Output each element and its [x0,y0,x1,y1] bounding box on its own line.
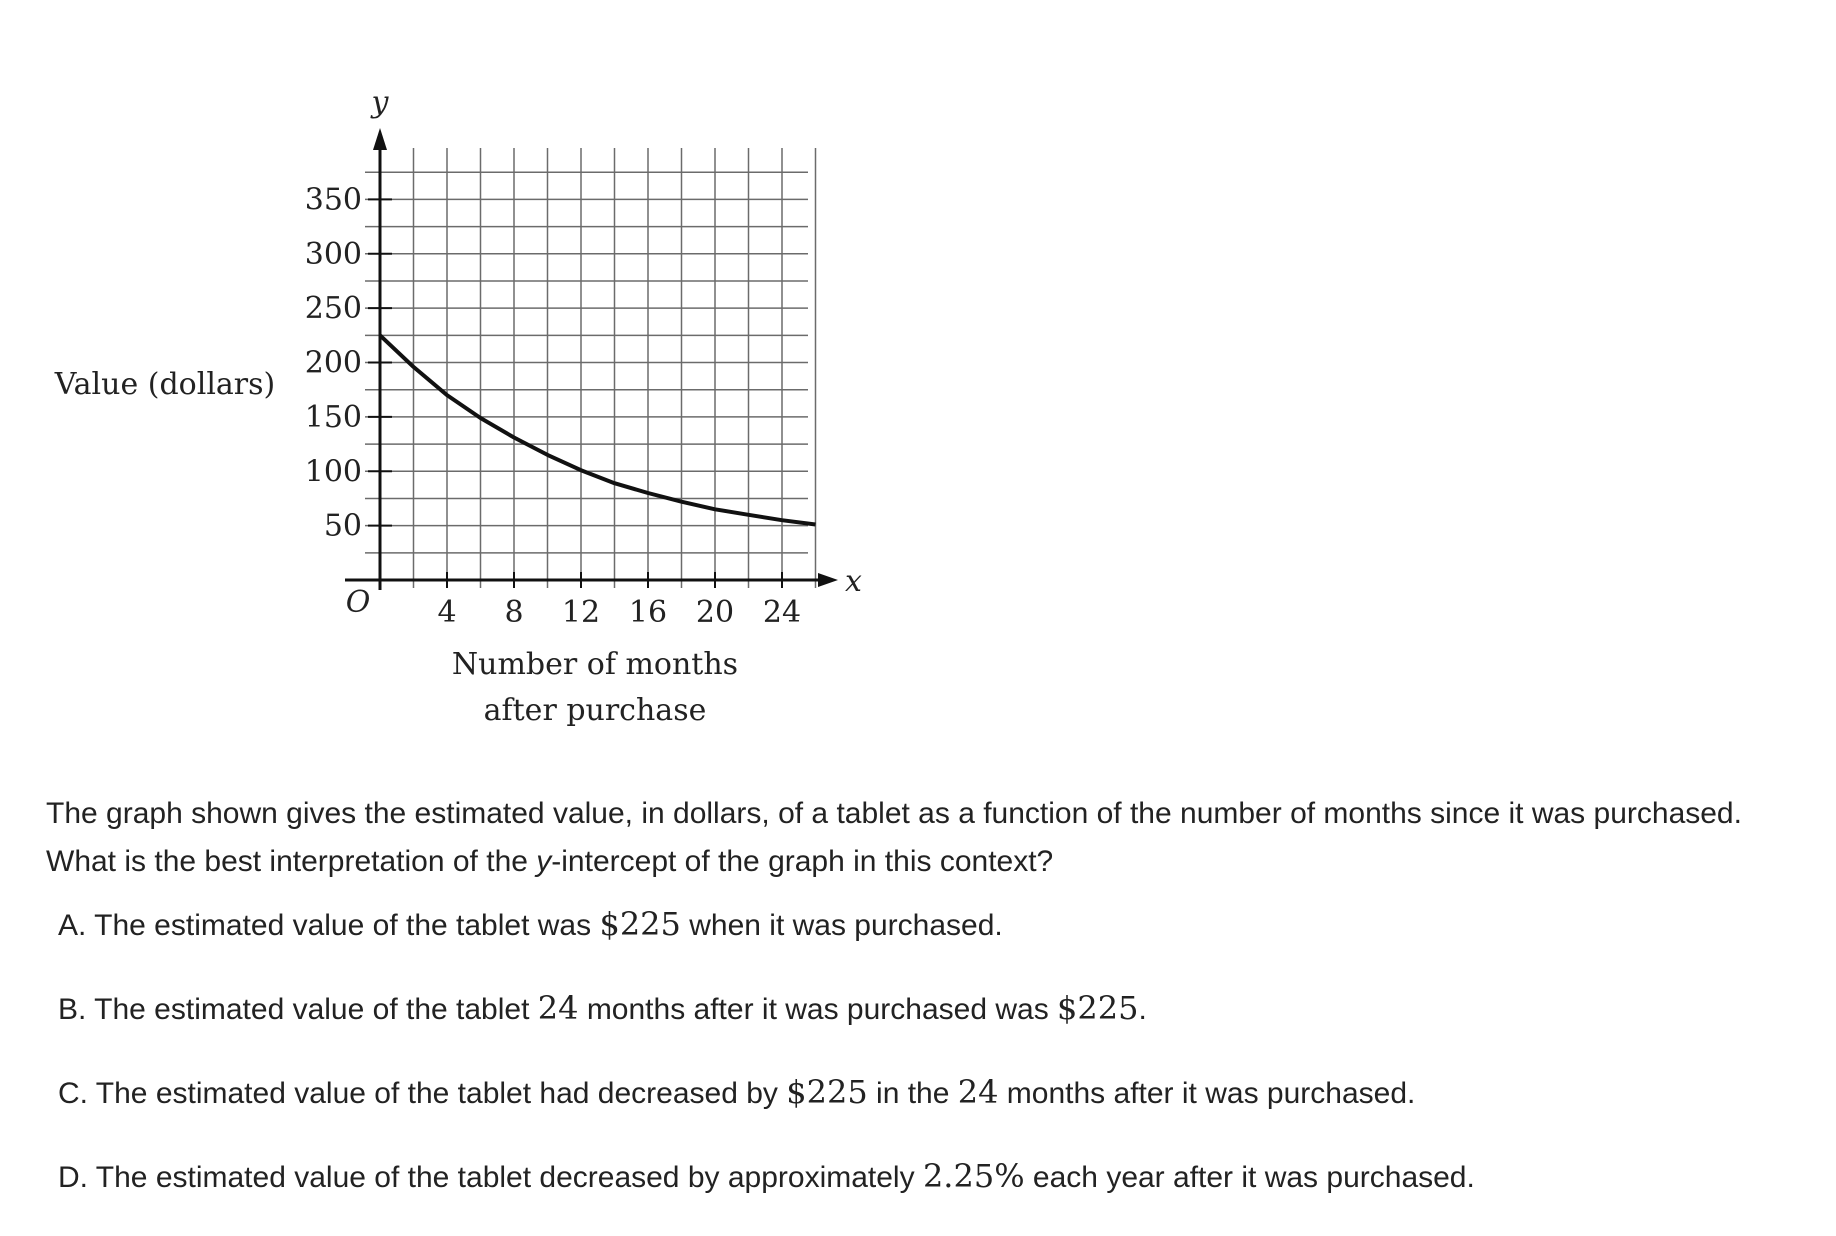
choice-math: 24 [957,1073,999,1111]
choice-letter: D. [58,1161,88,1194]
origin-label: O [346,585,371,620]
y-tick-label: 250 [305,291,362,326]
x-tick-label: 24 [763,595,801,630]
x-tick-label: 4 [437,595,456,630]
choice-text: months after it was purchased. [998,1077,1416,1110]
y-tick-label: 100 [305,454,362,489]
stem-text-after: -intercept of the graph in this context? [551,845,1054,878]
choice-text: The estimated value of the tablet had de… [95,1077,787,1110]
choice-letter: A. [58,909,87,942]
choice-text: The estimated value of the tablet decrea… [95,1161,923,1194]
y-axis-arrow [373,128,387,150]
choice-d[interactable]: D. The estimated value of the tablet dec… [58,1152,1746,1202]
stem-italic-y: y [536,845,552,878]
y-tick-label: 200 [305,346,362,381]
x-axis-arrow [818,573,838,587]
choice-text: when it was purchased. [680,909,1003,942]
choice-text: . [1138,993,1147,1026]
choice-b[interactable]: B. The estimated value of the tablet 24 … [58,984,1746,1034]
choice-letter: C. [58,1077,88,1110]
chart-container: 4 8 12 16 20 24 50 100 150 200 250 300 350 x y O Value (… [0,0,1000,760]
choice-text: months after it was purchased was [578,993,1058,1026]
answer-choices: A. The estimated value of the tablet was… [46,900,1746,1202]
value-graph: 4 8 12 16 20 24 50 100 150 200 250 300 350 x y O Value (… [54,85,862,728]
question-stem: The graph shown gives the estimated valu… [46,790,1746,886]
y-tick-label: 50 [324,509,362,544]
question-block: The graph shown gives the estimated valu… [46,790,1746,1236]
x-tick-label: 16 [629,595,667,630]
x-tick-label: 12 [562,595,600,630]
y-tick-label: 150 [305,400,362,435]
choice-text: in the [867,1077,958,1110]
choice-math: $225 [786,1073,868,1111]
x-axis-symbol: x [845,564,862,599]
x-tick-label: 8 [504,595,523,630]
y-tick-label: 300 [305,237,362,272]
x-axis-label-line1: Number of months [452,647,738,682]
choice-math: $225 [1057,989,1139,1027]
choice-a[interactable]: A. The estimated value of the tablet was… [58,900,1746,950]
choice-math: 24 [537,989,579,1027]
y-axis-label: Value (dollars) [54,367,276,402]
choice-text: The estimated value of the tablet [94,993,538,1026]
choice-letter: B. [58,993,87,1026]
stem-text-before: The graph shown gives the estimated valu… [46,797,1742,878]
value-curve [378,333,816,527]
choice-c[interactable]: C. The estimated value of the tablet had… [58,1068,1746,1118]
y-tick-label: 350 [305,182,362,217]
x-axis-label-line2: after purchase [484,693,707,728]
choice-text: each year after it was purchased. [1024,1161,1475,1194]
choice-text: The estimated value of the tablet was [94,909,600,942]
x-tick-label: 20 [696,595,734,630]
y-axis-symbol: y [370,85,390,120]
choice-math: $225 [599,905,681,943]
choice-math: 2.25% [922,1157,1025,1195]
